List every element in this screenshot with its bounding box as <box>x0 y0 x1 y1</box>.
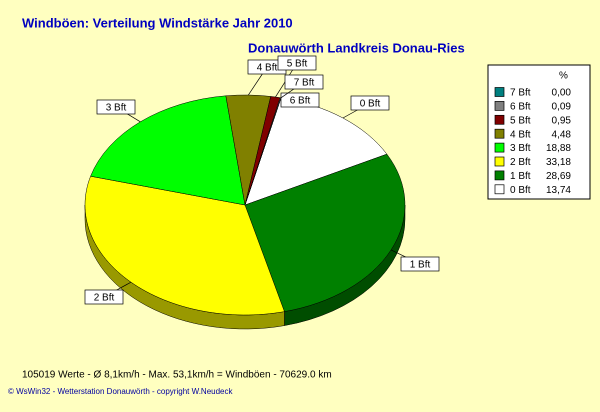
legend-title: % <box>559 71 568 82</box>
legend-swatch <box>494 156 505 167</box>
callout-label: 7 Bft <box>294 78 315 89</box>
legend-value: 0,95 <box>552 115 572 126</box>
callout-label: 0 Bft <box>360 99 381 110</box>
legend-value: 18,88 <box>546 143 571 154</box>
legend-label: 0 Bft <box>510 185 531 196</box>
callout-box <box>96 99 136 115</box>
callout-label: 1 Bft <box>410 260 431 271</box>
chart-title: Windböen: Verteilung Windstärke Jahr 201… <box>22 15 293 30</box>
legend-label: 5 Bft <box>510 115 531 126</box>
callout-box <box>277 55 317 71</box>
legend-swatch <box>494 128 505 139</box>
legend-value: 4,48 <box>552 129 572 140</box>
legend-value: 13,74 <box>546 185 571 196</box>
legend-swatch <box>494 170 505 181</box>
callout-label: 5 Bft <box>287 59 308 70</box>
legend-box <box>487 64 591 200</box>
legend-label: 4 Bft <box>510 129 531 140</box>
legend-label: 2 Bft <box>510 157 531 168</box>
legend-label: 7 Bft <box>510 88 531 99</box>
legend-value: 0,00 <box>552 88 572 99</box>
legend-swatch <box>494 114 505 125</box>
legend-swatch <box>494 142 505 153</box>
legend-swatch <box>494 101 505 111</box>
callout-label: 3 Bft <box>106 103 127 114</box>
copyright: © WsWin32 - Wetterstation Donauwörth - c… <box>8 387 233 396</box>
legend-label: 3 Bft <box>510 143 531 154</box>
callout-label: 2 Bft <box>94 293 115 304</box>
legend-value: 0,09 <box>552 102 572 113</box>
slice <box>84 175 285 316</box>
callout-box <box>400 256 440 272</box>
callout-box <box>284 74 324 90</box>
legend-swatch <box>494 87 505 97</box>
callout-box <box>350 95 390 111</box>
slice <box>90 95 246 206</box>
callout-box <box>84 289 124 305</box>
legend-value: 33,18 <box>546 157 571 168</box>
legend-swatch <box>494 184 505 195</box>
chart-subtitle: Donauwörth Landkreis Donau-Ries <box>248 40 465 55</box>
slice <box>244 153 406 312</box>
legend-label: 1 Bft <box>510 171 531 182</box>
footer: 105019 Werte - Ø 8,1km/h - Max. 53,1km/h… <box>22 370 332 381</box>
callout-box <box>280 92 320 108</box>
legend-label: 6 Bft <box>510 102 531 113</box>
callout-label: 6 Bft <box>290 96 311 107</box>
legend-value: 28,69 <box>546 171 571 182</box>
callout-label: 4 Bft <box>257 63 278 74</box>
